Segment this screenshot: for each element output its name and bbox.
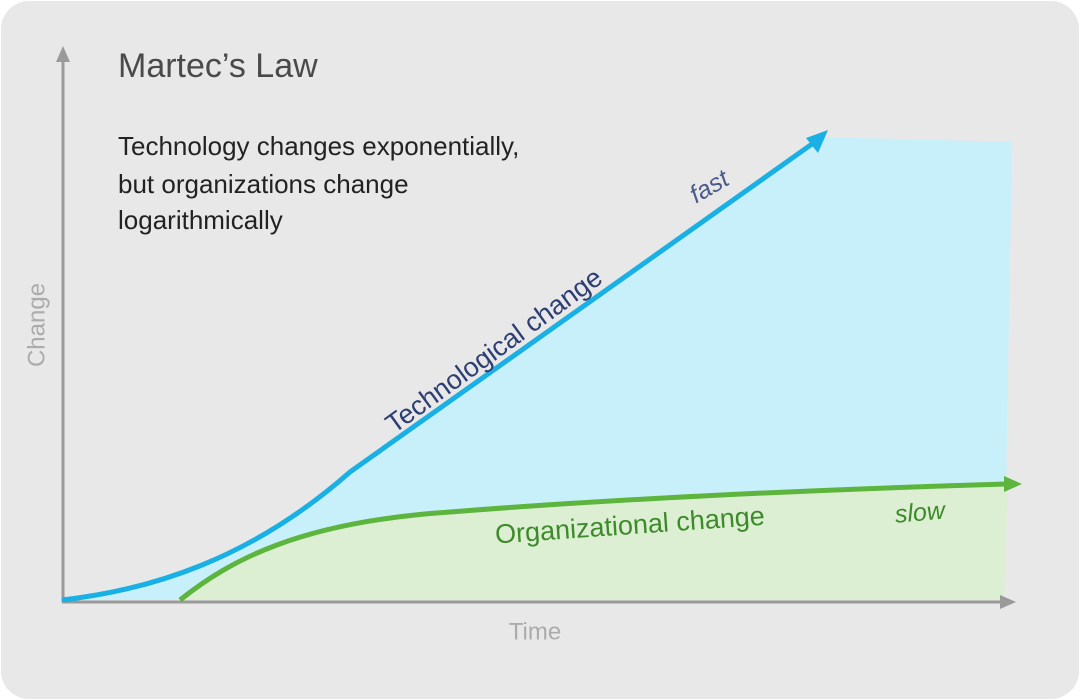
x-axis-arrow bbox=[1000, 595, 1016, 609]
subtitle-line: but organizations change bbox=[118, 169, 409, 199]
y-axis-arrow bbox=[56, 46, 70, 62]
title: Martec’s Law bbox=[118, 47, 318, 85]
organization-area bbox=[180, 484, 1008, 600]
x-axis-label: Time bbox=[509, 618, 561, 645]
technology-area bbox=[62, 137, 1012, 600]
technology-curve bbox=[61, 141, 814, 603]
organization-arrow bbox=[1004, 476, 1022, 492]
subtitle-line: Technology changes exponentially, bbox=[118, 131, 519, 161]
technology-arrow bbox=[806, 130, 828, 153]
organization-speed: slow bbox=[894, 496, 948, 528]
y-axis-label: Change bbox=[23, 283, 50, 367]
organization-curve bbox=[178, 481, 1007, 602]
subtitle-line: logarithmically bbox=[118, 205, 283, 235]
